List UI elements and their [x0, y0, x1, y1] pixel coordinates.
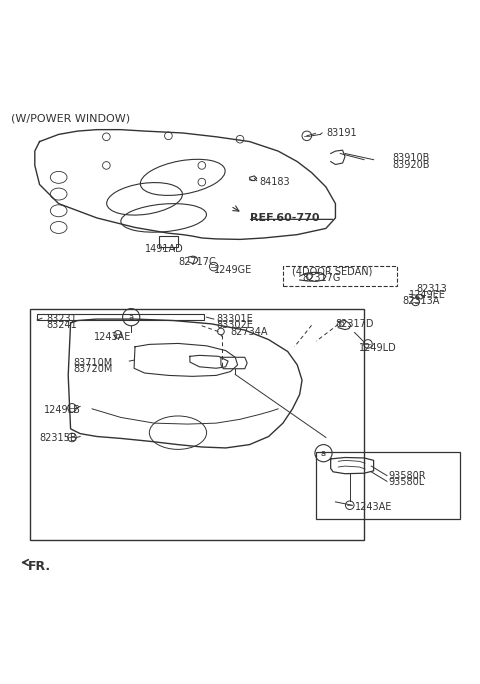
- Text: 83231: 83231: [47, 314, 77, 324]
- Text: (4DOOR SEDAN): (4DOOR SEDAN): [292, 266, 373, 276]
- Text: 83191: 83191: [326, 128, 357, 138]
- Text: 82734A: 82734A: [230, 326, 268, 337]
- Text: 1491AD: 1491AD: [144, 244, 183, 254]
- Text: a: a: [321, 449, 326, 458]
- Text: 82315B: 82315B: [39, 434, 77, 443]
- Text: (W/POWER WINDOW): (W/POWER WINDOW): [11, 114, 130, 124]
- Text: 82317D: 82317D: [336, 319, 374, 329]
- Text: 83710M: 83710M: [73, 358, 112, 368]
- Text: 82313: 82313: [417, 284, 447, 293]
- Text: 83920B: 83920B: [393, 161, 430, 170]
- Text: 83241: 83241: [47, 320, 77, 330]
- Text: 1243AE: 1243AE: [355, 501, 392, 512]
- Text: 1249LD: 1249LD: [360, 343, 397, 353]
- Text: FR.: FR.: [28, 560, 51, 573]
- Text: 82317G: 82317G: [302, 273, 340, 282]
- Text: 93580L: 93580L: [388, 477, 424, 487]
- Text: 82717C: 82717C: [178, 257, 216, 267]
- Text: 83302E: 83302E: [216, 320, 253, 330]
- Text: 1249LB: 1249LB: [44, 405, 81, 415]
- Text: 83301E: 83301E: [216, 314, 253, 324]
- Text: 83720M: 83720M: [73, 364, 112, 374]
- Text: 1249EE: 1249EE: [409, 290, 446, 300]
- Text: a: a: [129, 313, 134, 321]
- Text: 93580R: 93580R: [388, 471, 426, 481]
- Text: 1243AE: 1243AE: [95, 332, 132, 342]
- Text: REF.60-770: REF.60-770: [250, 213, 319, 223]
- Text: 84183: 84183: [259, 176, 290, 187]
- Text: 82313A: 82313A: [402, 296, 440, 306]
- Text: 1249GE: 1249GE: [214, 265, 252, 276]
- Text: 83910B: 83910B: [393, 153, 430, 163]
